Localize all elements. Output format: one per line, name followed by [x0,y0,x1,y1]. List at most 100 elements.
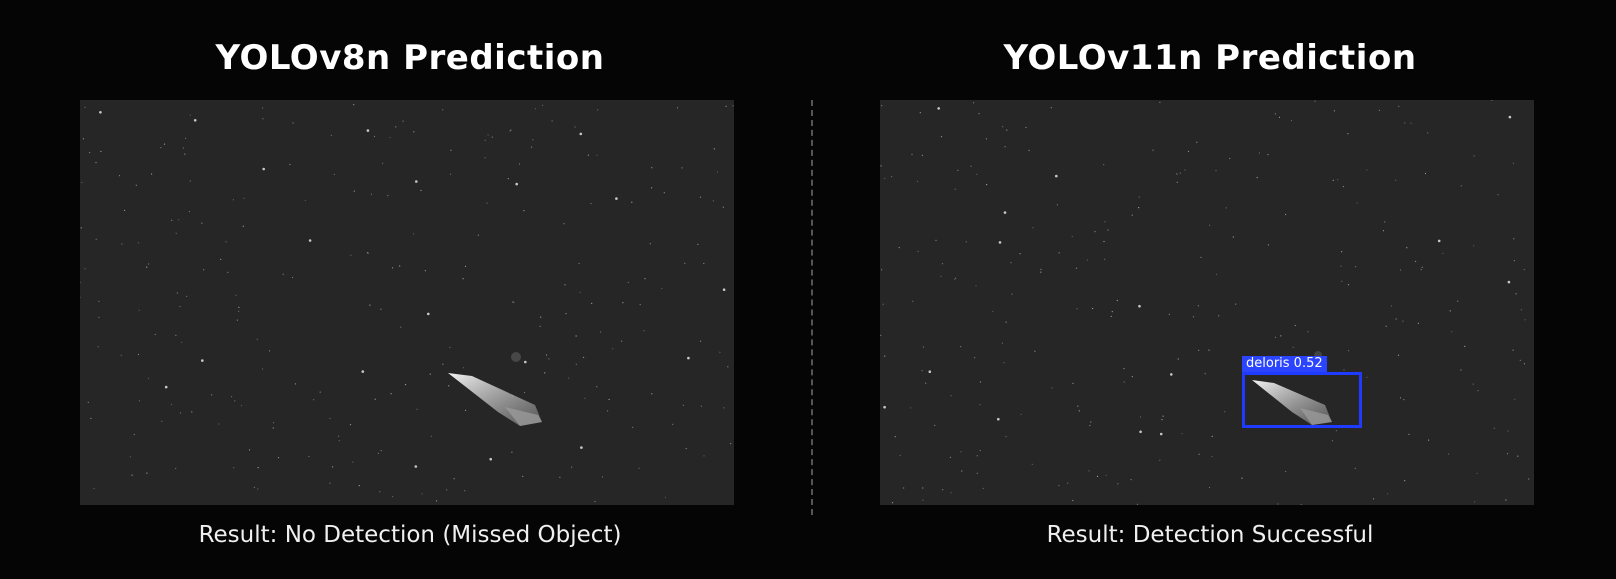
star-dot [1208,486,1211,489]
star-dot [1347,350,1350,352]
star-dot [1176,173,1178,175]
star-dot [1332,179,1334,181]
star-dot [1001,342,1003,344]
star-dot [1314,100,1316,102]
star-dot [1139,430,1142,434]
star-dot [1028,149,1030,152]
star-dot [638,467,640,469]
star-dot [942,489,944,491]
star-dot [484,157,486,159]
star-dot [644,278,646,280]
star-dot [1460,185,1462,187]
star-dot [559,476,561,478]
star-dot [1075,267,1078,269]
star-dot [1300,504,1302,505]
star-dot [578,262,580,265]
star-dot [627,281,629,284]
star-dot [151,173,153,175]
star-dot [596,154,598,156]
star-dot [1077,405,1079,407]
star-dot [399,265,401,267]
star-dot [587,154,589,156]
star-dot [910,407,912,409]
star-dot [171,219,173,221]
star-dot [1382,230,1385,232]
star-dot [881,105,883,107]
star-dot [1019,253,1021,255]
star-dot [181,341,183,343]
star-dot [697,243,699,245]
star-dot [1285,213,1287,216]
star-dot [84,268,86,270]
star-dot [1004,146,1006,148]
star-dot [1025,126,1027,129]
star-dot [583,356,585,358]
star-dot [1497,194,1499,196]
star-dot [511,451,513,453]
star-dot [1136,503,1139,505]
star-dot [1512,162,1515,164]
star-dot [448,385,450,387]
star-dot [922,499,924,501]
star-dot [1107,229,1109,231]
star-dot [631,201,633,203]
star-dot [891,176,893,178]
star-dot [353,104,355,106]
panel-yolov11n: YOLOv11n Prediction deloris 0.52 Result:… [880,0,1540,579]
star-dot [622,302,624,304]
star-dot [1162,415,1164,417]
star-dot [1292,346,1294,348]
star-dot [186,295,188,297]
star-dot [294,383,297,385]
star-dot [84,106,86,108]
star-dot [220,258,222,260]
star-dot [138,400,141,402]
star-dot [1123,367,1125,370]
star-dot [395,126,397,128]
star-dot [979,381,981,383]
star-dot [100,150,102,153]
star-dot [1215,170,1217,172]
star-dot [1104,221,1106,223]
star-dot [257,488,259,490]
star-dot [242,225,244,227]
star-field [80,104,734,503]
star-dot [539,325,541,327]
star-dot [1512,349,1514,351]
star-dot [579,132,583,136]
star-dot [1006,129,1008,131]
star-dot [921,154,923,156]
star-dot [975,285,977,287]
star-dot [218,423,220,425]
star-dot [81,181,83,184]
star-dot [1519,359,1521,361]
star-dot [240,405,243,407]
star-dot [541,104,544,106]
star-dot [1138,207,1140,209]
star-dot [243,197,245,199]
star-dot [189,114,191,116]
star-dot [1399,397,1402,399]
star-dot [133,433,135,436]
star-dot [608,398,610,401]
star-dot [80,281,81,284]
star-dot [976,173,978,175]
star-dot [532,139,534,141]
star-dot [663,192,665,194]
star-dot [1285,470,1287,473]
debris-object [448,352,542,426]
star-dot [1088,470,1090,472]
panel-title: YOLOv11n Prediction [1003,38,1417,78]
star-dot [1517,455,1519,457]
star-dot [404,384,407,386]
panel-yolov8n: YOLOv8n Prediction Result: No Detection … [80,0,740,579]
star-dot [98,316,100,318]
star-dot [912,300,914,302]
star-dot [954,278,956,280]
star-dot [1067,482,1069,484]
star-dot [941,263,944,265]
star-dot [1395,318,1397,320]
star-dot [1507,280,1511,284]
star-dot [1010,262,1012,264]
star-dot [225,241,227,243]
